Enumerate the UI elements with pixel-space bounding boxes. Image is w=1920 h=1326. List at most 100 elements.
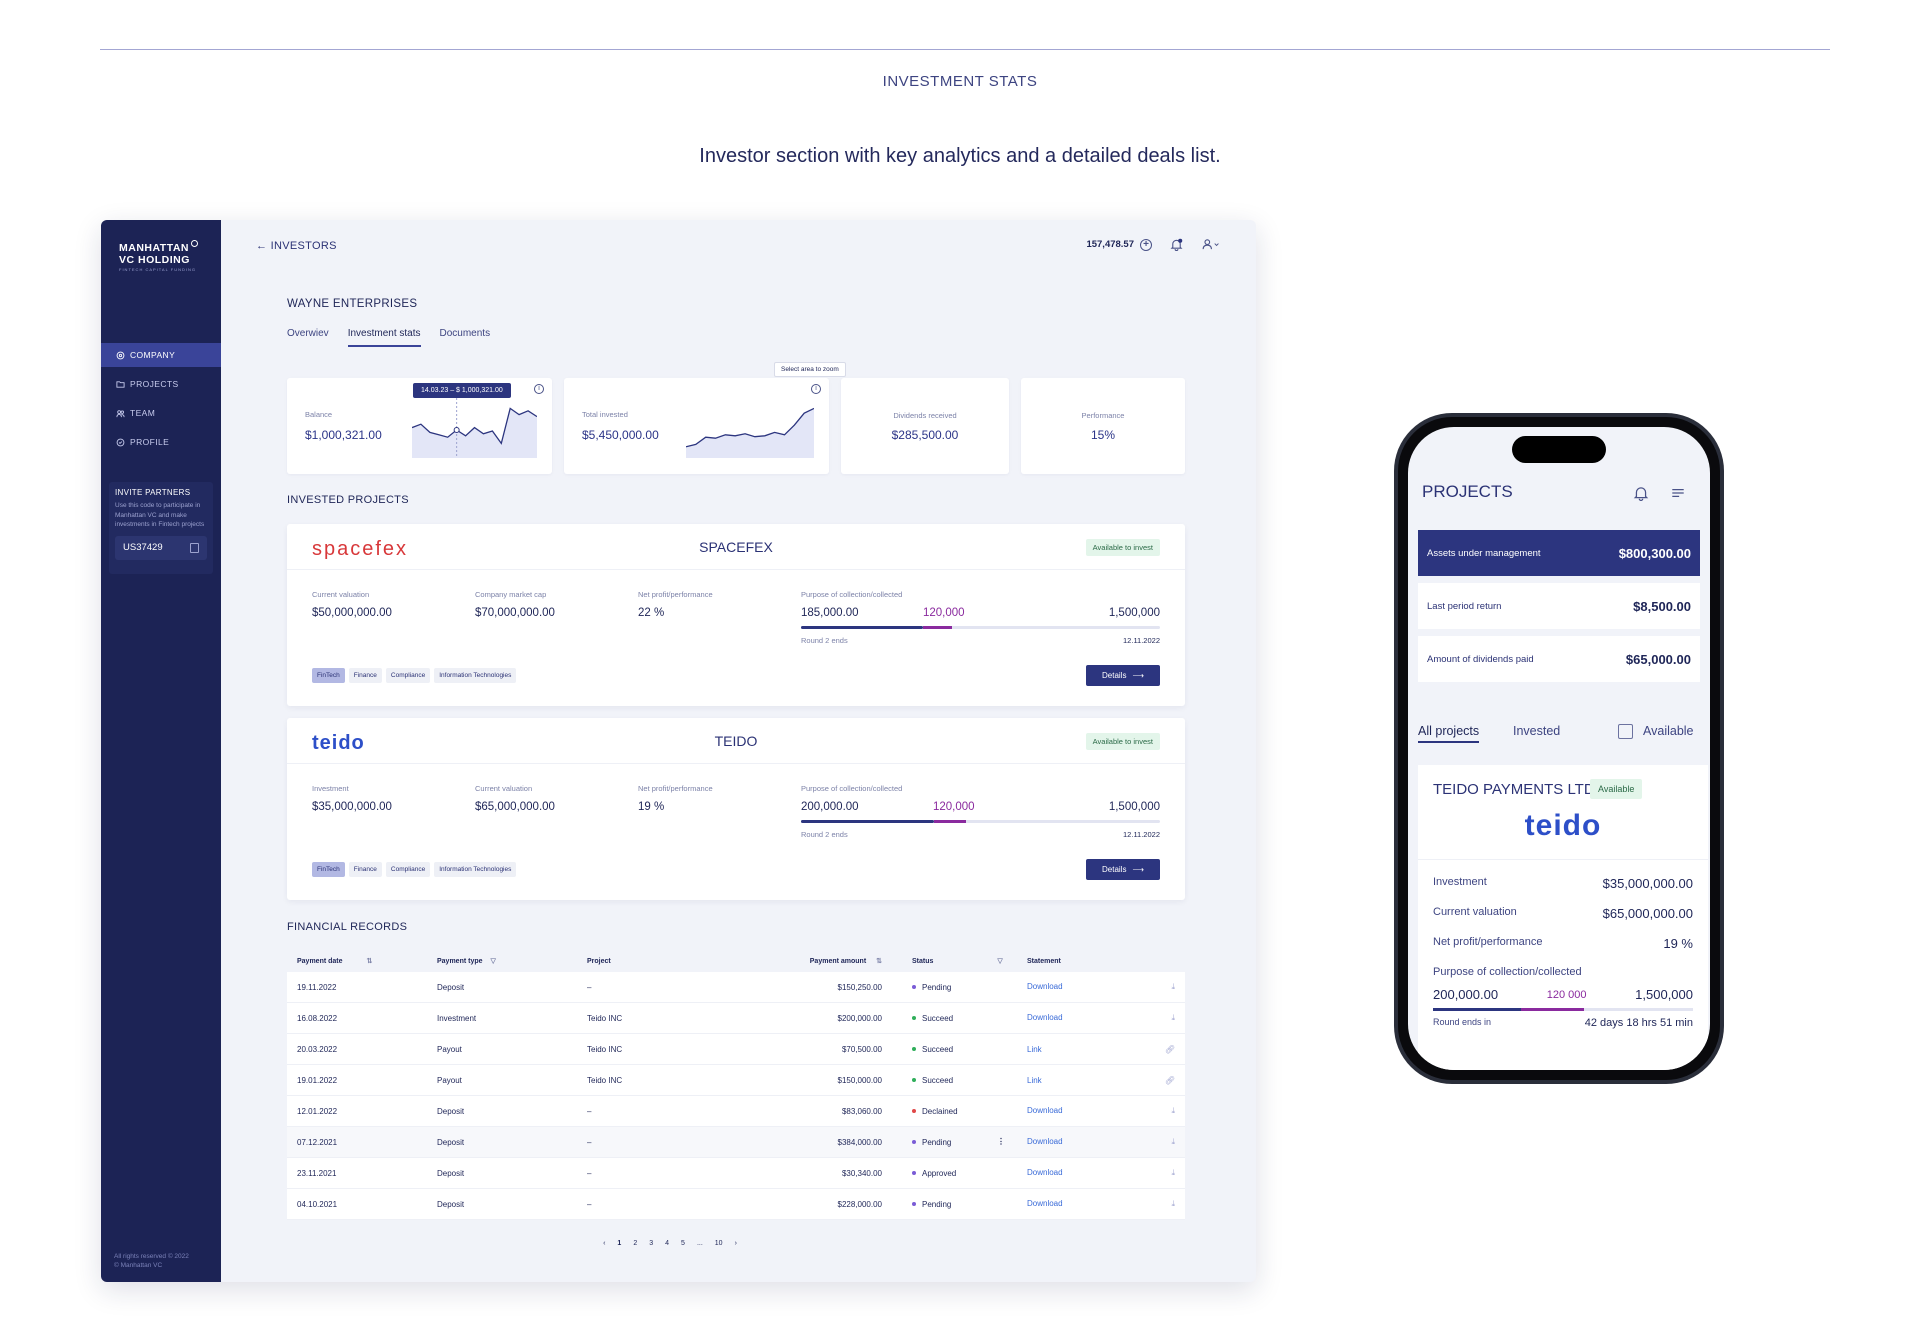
user-menu-icon[interactable] bbox=[1201, 238, 1221, 251]
page-2[interactable]: 2 bbox=[633, 1240, 638, 1247]
download-icon[interactable]: ⤓ bbox=[1171, 1199, 1175, 1208]
folder-icon bbox=[116, 380, 125, 388]
download-icon[interactable]: ⤓ bbox=[1171, 1137, 1175, 1146]
field-value: $35,000,000.00 bbox=[312, 801, 392, 813]
logo[interactable]: MANHATTAN VC HOLDING FINTECH CAPITAL FUN… bbox=[119, 240, 209, 272]
table-row[interactable]: 12.01.2022 Deposit – $83,060.00 Declained Dow… bbox=[287, 1096, 1185, 1127]
collection-progress-bar bbox=[801, 820, 1160, 823]
total-invested-trend-chart[interactable] bbox=[686, 398, 814, 458]
tag[interactable]: Finance bbox=[348, 862, 382, 877]
statement-link[interactable]: Link bbox=[1027, 1075, 1042, 1085]
table-row[interactable]: 19.11.2022 Deposit – $150,250.00 Pending Down… bbox=[287, 972, 1185, 1003]
page-1[interactable]: 1 bbox=[617, 1240, 622, 1247]
statement-download-link[interactable]: Download bbox=[1027, 1106, 1063, 1115]
last-period-return-card[interactable]: Last period return $8,500.00 bbox=[1418, 583, 1700, 629]
table-row[interactable]: 04.10.2021 Deposit – $228,000.00 Pending Down… bbox=[287, 1189, 1185, 1220]
sidebar-item-team[interactable]: TEAM bbox=[101, 401, 221, 425]
field-label: Net profit/performance bbox=[638, 784, 713, 793]
filter-icon[interactable]: ▽ bbox=[997, 958, 1003, 965]
page-5[interactable]: 5 bbox=[681, 1240, 685, 1247]
table-row[interactable]: 19.01.2022 Payout Teido INC $150,000.00 Succ… bbox=[287, 1065, 1185, 1096]
tag[interactable]: FinTech bbox=[312, 862, 345, 877]
table-row[interactable]: 23.11.2021 Deposit – $30,340.00 Approved Down… bbox=[287, 1158, 1185, 1189]
dividends-paid-card[interactable]: Amount of dividends paid $65,000.00 bbox=[1418, 636, 1700, 682]
tag[interactable]: Information Technologies bbox=[434, 862, 517, 877]
cell-status: Pending bbox=[882, 1200, 1017, 1209]
copy-icon[interactable] bbox=[190, 542, 199, 553]
bell-icon[interactable] bbox=[1633, 485, 1649, 501]
card-label: Amount of dividends paid bbox=[1427, 653, 1534, 665]
statement-link[interactable]: Link bbox=[1027, 1044, 1042, 1054]
tag[interactable]: Compliance bbox=[385, 668, 431, 683]
statement-download-link[interactable]: Download bbox=[1027, 1013, 1063, 1022]
prev-page-icon[interactable]: ‹ bbox=[603, 1240, 606, 1247]
divider-line bbox=[100, 49, 1830, 50]
collected-amount: 200,000.00 bbox=[1433, 987, 1499, 1002]
tab-documents[interactable]: Documents bbox=[439, 328, 491, 339]
tag[interactable]: FinTech bbox=[312, 668, 345, 683]
cell-payment-type: Deposit bbox=[437, 1168, 465, 1178]
field-label: Net profit/performance bbox=[638, 590, 713, 599]
tab-investment-stats[interactable]: Investment stats bbox=[347, 328, 421, 347]
table-row[interactable]: 16.08.2022 Investment Teido INC $200,000.00… bbox=[287, 1003, 1185, 1034]
tag[interactable]: Finance bbox=[348, 668, 382, 683]
filter-icon[interactable]: ▽ bbox=[490, 958, 496, 965]
chart-tooltip: 14.03.23 – $ 1,000,321.00 bbox=[413, 383, 511, 398]
download-icon[interactable]: ⤓ bbox=[1171, 1168, 1175, 1177]
cell-status: Succeed bbox=[882, 1014, 1017, 1023]
project-card-header: spacefex SPACEFEX Available to invest bbox=[287, 524, 1185, 570]
sidebar-item-profile[interactable]: PROFILE bbox=[101, 430, 221, 454]
status-dot bbox=[912, 1047, 916, 1052]
balance-trend-chart[interactable] bbox=[412, 398, 537, 458]
statement-download-link[interactable]: Download bbox=[1027, 982, 1063, 991]
back-to-investors-link[interactable]: ← INVESTORS bbox=[256, 240, 337, 252]
tag[interactable]: Compliance bbox=[385, 862, 431, 877]
tab-all-projects[interactable]: All projects bbox=[1418, 724, 1480, 743]
table-row[interactable]: 20.03.2022 Payout Teido INC $70,500.00 Succe… bbox=[287, 1034, 1185, 1065]
page-4[interactable]: 4 bbox=[665, 1240, 670, 1247]
download-icon[interactable]: ⤓ bbox=[1171, 1013, 1175, 1022]
statement-download-link[interactable]: Download bbox=[1027, 1137, 1063, 1146]
download-icon[interactable]: ⤓ bbox=[1171, 982, 1175, 991]
info-icon[interactable]: i bbox=[811, 384, 821, 394]
statement-download-link[interactable]: Download bbox=[1027, 1199, 1063, 1208]
available-checkbox[interactable] bbox=[1618, 724, 1633, 739]
page-3[interactable]: 3 bbox=[649, 1240, 654, 1247]
page-10[interactable]: 10 bbox=[714, 1240, 723, 1247]
tab-invested[interactable]: Invested bbox=[1513, 724, 1561, 738]
details-button[interactable]: Details ⟶ bbox=[1086, 665, 1160, 686]
phone-project-card[interactable]: TEIDO PAYMENTS LTD Available teido Inves… bbox=[1418, 765, 1708, 1070]
bell-icon[interactable] bbox=[1170, 238, 1183, 251]
assets-under-management-card[interactable]: Assets under management $800,300.00 bbox=[1418, 530, 1700, 576]
details-button[interactable]: Details ⟶ bbox=[1086, 859, 1160, 880]
col-header-payment-date[interactable]: Payment date ⇅ bbox=[287, 957, 437, 965]
next-page-icon[interactable]: › bbox=[734, 1240, 737, 1247]
tag[interactable]: Information Technologies bbox=[434, 668, 517, 683]
status-label: Declained bbox=[922, 1106, 958, 1116]
row-more-icon[interactable]: ⋮ bbox=[997, 1137, 1005, 1146]
sort-icon[interactable]: ⇅ bbox=[876, 958, 882, 965]
sort-icon[interactable]: ⇅ bbox=[366, 958, 373, 965]
link-icon[interactable]: 🔗︎ bbox=[1164, 1044, 1175, 1054]
col-header-payment-type[interactable]: Payment type ▽ bbox=[437, 957, 587, 965]
cell-payment-amount: $70,500.00 bbox=[841, 1044, 882, 1054]
statement-download-link[interactable]: Download bbox=[1027, 1168, 1063, 1177]
filter-available-label[interactable]: Available bbox=[1643, 724, 1694, 738]
field-value: $50,000,000.00 bbox=[312, 607, 392, 619]
table-row[interactable]: 07.12.2021 Deposit – $384,000.00 Pending ⋮ Dow… bbox=[287, 1127, 1185, 1158]
add-funds-icon[interactable]: + bbox=[1140, 238, 1152, 251]
sidebar-item-company[interactable]: COMPANY bbox=[101, 343, 221, 367]
info-icon[interactable]: i bbox=[534, 384, 544, 394]
invite-code-field[interactable]: US37429 bbox=[115, 535, 207, 560]
download-icon[interactable]: ⤓ bbox=[1171, 1106, 1175, 1115]
status-label: Succeed bbox=[922, 1075, 954, 1085]
project-card-spacefex: spacefex SPACEFEX Available to invest Cu… bbox=[287, 524, 1185, 706]
project-name: TEIDO bbox=[714, 733, 758, 749]
link-icon[interactable]: 🔗︎ bbox=[1164, 1075, 1175, 1085]
availability-badge: Available to invest bbox=[1085, 539, 1160, 556]
tab-overview[interactable]: Overwiev bbox=[287, 328, 329, 339]
col-header-payment-amount[interactable]: Payment amount ⇅ bbox=[727, 957, 882, 965]
sidebar-item-projects[interactable]: PROJECTS bbox=[101, 372, 221, 396]
menu-icon[interactable] bbox=[1670, 485, 1686, 501]
col-header-status[interactable]: Status ▽ bbox=[882, 957, 1017, 965]
